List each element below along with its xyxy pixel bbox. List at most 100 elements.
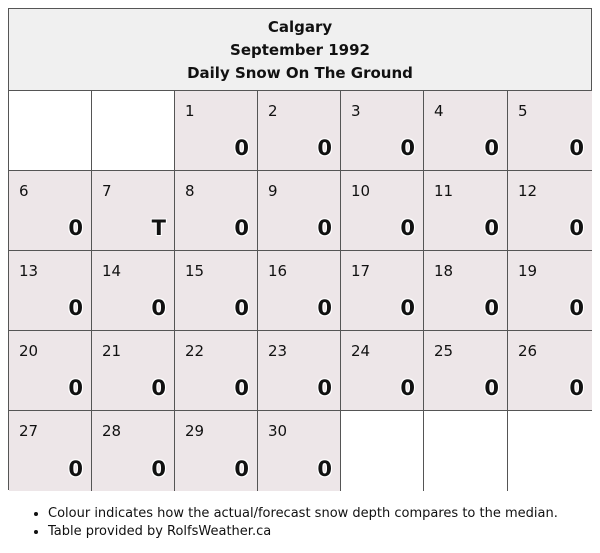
day-number: 23 [268,342,288,360]
day-number: 22 [185,342,205,360]
snow-depth-value: 0 [68,296,83,320]
day-cell: 24 0 [341,331,424,411]
snow-depth-value: 0 [569,376,584,400]
day-cell: 15 0 [175,251,258,331]
month-title: September 1992 [230,41,370,59]
day-cell: 28 0 [92,411,175,491]
snow-depth-value: 0 [569,296,584,320]
city-title: Calgary [267,18,333,36]
day-number: 28 [102,422,122,440]
day-number: 16 [268,262,288,280]
day-cell: 30 0 [258,411,341,491]
day-number: 15 [185,262,205,280]
snow-depth-value: 0 [234,296,249,320]
day-number: 1 [185,102,195,120]
day-number: 11 [434,182,454,200]
snow-depth-value: 0 [317,376,332,400]
day-cell: 19 0 [508,251,592,331]
day-number: 27 [19,422,39,440]
snow-depth-value: 0 [68,457,83,481]
snow-depth-value: 0 [151,296,166,320]
snow-depth-value: 0 [484,296,499,320]
day-cell: 10 0 [341,171,424,251]
day-number: 21 [102,342,122,360]
day-cell: 16 0 [258,251,341,331]
day-number: 7 [102,182,112,200]
day-cell: 29 0 [175,411,258,491]
snow-depth-value: 0 [484,376,499,400]
day-cell: 17 0 [341,251,424,331]
day-number: 2 [268,102,278,120]
day-number: 30 [268,422,288,440]
day-number: 12 [518,182,538,200]
snow-depth-value: 0 [151,457,166,481]
day-cell: 22 0 [175,331,258,411]
day-cell: 14 0 [92,251,175,331]
snow-depth-value: 0 [400,296,415,320]
day-number: 6 [19,182,29,200]
snow-depth-value: 0 [68,216,83,240]
calendar-header: Calgary September 1992 Daily Snow On The… [9,9,591,91]
snow-depth-value: 0 [484,216,499,240]
snow-depth-value: 0 [151,376,166,400]
day-number: 4 [434,102,444,120]
empty-cell [92,91,175,171]
empty-cell [424,411,508,491]
snow-depth-value: 0 [234,216,249,240]
day-number: 17 [351,262,371,280]
day-cell: 20 0 [9,331,92,411]
snow-depth-value: 0 [400,136,415,160]
snow-depth-value: 0 [400,376,415,400]
day-number: 26 [518,342,538,360]
day-number: 20 [19,342,39,360]
subtitle: Daily Snow On The Ground [187,64,413,82]
day-cell: 12 0 [508,171,592,251]
day-number: 24 [351,342,371,360]
empty-cell [341,411,424,491]
snow-depth-value: 0 [569,136,584,160]
note-item: Table provided by RolfsWeather.ca [48,523,558,541]
day-number: 14 [102,262,122,280]
day-number: 5 [518,102,528,120]
day-cell: 27 0 [9,411,92,491]
day-number: 10 [351,182,371,200]
day-number: 19 [518,262,538,280]
day-number: 3 [351,102,361,120]
day-cell: 11 0 [424,171,508,251]
day-number: 13 [19,262,39,280]
snow-depth-value: 0 [234,136,249,160]
day-number: 29 [185,422,205,440]
snow-depth-value: 0 [317,136,332,160]
day-cell: 23 0 [258,331,341,411]
day-number: 18 [434,262,454,280]
calendar-table: Calgary September 1992 Daily Snow On The… [8,8,592,491]
day-cell: 18 0 [424,251,508,331]
day-cell: 26 0 [508,331,592,411]
snow-depth-value: T [151,216,166,240]
calendar-grid: 1 0 2 0 3 0 4 0 5 0 6 0 7 T 8 0 9 0 10 0 11 0 12 0 13 0 14 0 15 0 16 0 1… [9,91,592,491]
snow-depth-value: 0 [234,457,249,481]
notes-list: Colour indicates how the actual/forecast… [29,505,558,541]
day-cell: 21 0 [92,331,175,411]
empty-cell [9,91,92,171]
snow-depth-value: 0 [317,457,332,481]
snow-depth-value: 0 [317,296,332,320]
day-cell: 13 0 [9,251,92,331]
snow-depth-value: 0 [68,376,83,400]
snow-depth-value: 0 [569,216,584,240]
day-number: 9 [268,182,278,200]
snow-depth-value: 0 [400,216,415,240]
note-item: Colour indicates how the actual/forecast… [48,505,558,523]
day-number: 25 [434,342,454,360]
snow-depth-value: 0 [234,376,249,400]
snow-depth-value: 0 [317,216,332,240]
